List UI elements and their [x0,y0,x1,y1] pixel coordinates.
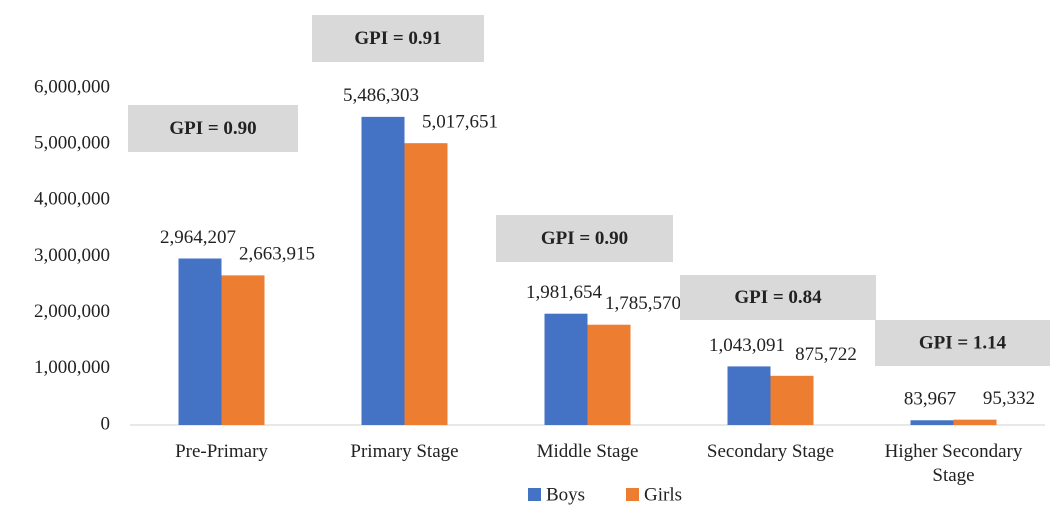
bar [587,324,631,425]
bar [770,375,814,425]
value-label: 2,964,207 [160,227,236,248]
annotation-box [496,215,673,262]
y-tick-label: 2,000,000 [34,301,110,322]
value-label: 2,663,915 [239,244,315,265]
annotation: GPI = 1.14 [919,332,1007,353]
bar [178,258,222,425]
value-label: 83,967 [904,389,956,410]
value-label: 1,785,570 [605,293,681,314]
y-tick-label: 0 [101,413,111,434]
bar [953,419,997,425]
value-label: 5,017,651 [422,112,498,133]
x-tick-label: Higher Secondary Stage [884,441,1023,486]
value-label: 5,486,303 [343,85,419,106]
bar [361,116,405,425]
y-tick-label: 6,000,000 [34,76,110,97]
x-tick-label: Primary Stage [350,441,459,462]
y-tick-label: 5,000,000 [34,133,110,154]
bar [221,275,265,425]
bar [910,420,954,425]
legend-swatch [626,488,639,501]
annotation-box [875,320,1050,366]
y-tick-label: 1,000,000 [34,357,110,378]
x-tick-label: Pre-Primary [175,441,268,462]
legend-label: Girls [644,484,682,505]
bar [404,143,448,425]
x-tick-label: Secondary Stage [706,441,835,462]
y-tick-label: 4,000,000 [34,189,110,210]
x-tick-label: Middle Stage [536,441,639,462]
annotation-box [680,275,876,320]
annotation: GPI = 0.91 [354,28,441,49]
annotation: GPI = 0.90 [541,228,628,249]
annotation-box [312,15,484,62]
annotation: GPI = 0.84 [734,287,822,308]
value-label: 875,722 [795,344,857,365]
legend-label: Boys [546,484,585,505]
value-label: 1,043,091 [709,335,785,356]
annotation-box [128,105,298,152]
bar [727,366,771,425]
annotation: GPI = 0.90 [169,118,256,139]
legend-swatch [528,488,541,501]
bar [544,313,588,425]
value-label: 1,981,654 [526,282,603,303]
y-tick-label: 3,000,000 [34,245,110,266]
value-label: 95,332 [983,388,1035,409]
